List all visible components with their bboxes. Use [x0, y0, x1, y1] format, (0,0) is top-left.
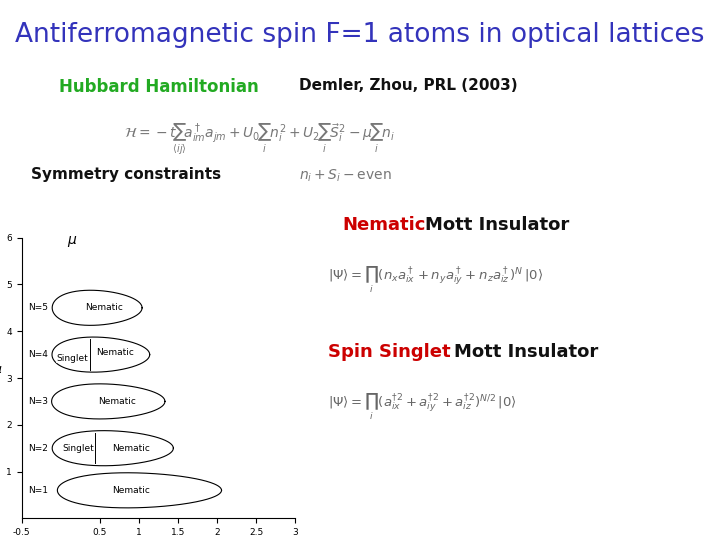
Y-axis label: $\mu$: $\mu$	[0, 364, 3, 378]
Text: Hubbard Hamiltonian: Hubbard Hamiltonian	[58, 78, 258, 96]
Text: Nematic: Nematic	[112, 486, 150, 495]
Text: N=2: N=2	[28, 444, 48, 453]
Text: Nematic: Nematic	[112, 444, 150, 453]
Text: N=5: N=5	[28, 303, 48, 312]
Text: $|\Psi\rangle = \prod_i\,(n_x a^\dagger_{ix} + n_y a^\dagger_{iy} + n_z a^\dagge: $|\Psi\rangle = \prod_i\,(n_x a^\dagger_…	[328, 265, 543, 295]
Text: Nematic: Nematic	[85, 303, 122, 312]
Text: $n_i + S_i - \mathrm{even}$: $n_i + S_i - \mathrm{even}$	[299, 167, 392, 184]
Text: Singlet: Singlet	[62, 444, 94, 453]
Text: Singlet: Singlet	[57, 354, 89, 363]
Text: Demler, Zhou, PRL (2003): Demler, Zhou, PRL (2003)	[299, 78, 518, 93]
Text: N=3: N=3	[28, 397, 48, 406]
Text: $\mu$: $\mu$	[67, 234, 77, 249]
Text: Antiferromagnetic spin F=1 atoms in optical lattices: Antiferromagnetic spin F=1 atoms in opti…	[15, 22, 705, 48]
Text: $|\Psi\rangle = \prod_i\,(a^{\dagger 2}_{ix} + a^{\dagger 2}_{iy} + a^{\dagger 2: $|\Psi\rangle = \prod_i\,(a^{\dagger 2}_…	[328, 392, 516, 422]
Text: N=4: N=4	[28, 350, 48, 359]
Text: Nematic: Nematic	[342, 216, 426, 234]
Text: $\mathcal{H} = -t\!\sum_{\langle ij\rangle}\! a^\dagger_{im}a_{jm} + U_0\!\sum_i: $\mathcal{H} = -t\!\sum_{\langle ij\rang…	[124, 122, 395, 157]
Text: Symmetry constraints: Symmetry constraints	[31, 167, 221, 183]
Text: Nematic: Nematic	[98, 397, 136, 406]
Text: Mott Insulator: Mott Insulator	[425, 216, 569, 234]
Text: N=1: N=1	[28, 486, 48, 495]
Text: Spin Singlet: Spin Singlet	[328, 343, 450, 361]
Text: Mott Insulator: Mott Insulator	[454, 343, 598, 361]
Text: Nematic: Nematic	[96, 348, 135, 357]
